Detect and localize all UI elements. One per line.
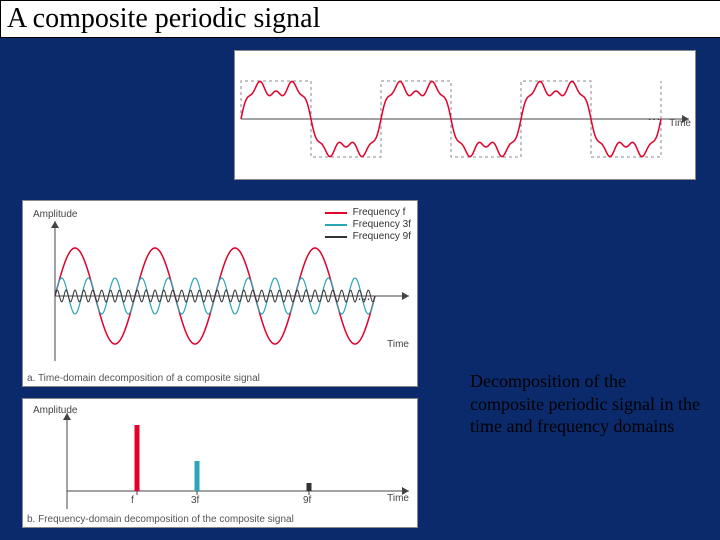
- legend-label: Frequency f: [353, 207, 406, 218]
- description-text: Decomposition of the composite periodic …: [470, 370, 700, 438]
- ellipsis: …: [647, 107, 661, 123]
- composite-signal-panel: … Time: [234, 50, 696, 180]
- page-title: A composite periodic signal: [7, 3, 715, 35]
- legend-label: Frequency 3f: [353, 219, 411, 230]
- x-axis-label: Time: [387, 339, 409, 350]
- legend-row: Frequency 3f: [325, 219, 411, 230]
- legend-swatch: [325, 212, 347, 214]
- composite-signal-plot: [235, 51, 695, 179]
- ellipsis: …: [357, 287, 371, 303]
- x-axis-label: Time: [387, 493, 409, 504]
- legend-swatch: [325, 236, 347, 238]
- frequency-domain-plot: [23, 399, 417, 527]
- y-axis-label: Amplitude: [33, 405, 77, 416]
- frequency-domain-panel: Amplitude Time b. Frequency-domain decom…: [22, 398, 418, 528]
- time-domain-panel: Amplitude Time … Frequency fFrequency 3f…: [22, 200, 418, 387]
- y-axis-label: Amplitude: [33, 209, 77, 220]
- x-axis-label: Time: [669, 118, 691, 129]
- legend-swatch: [325, 224, 347, 226]
- tick-label: 3f: [191, 495, 199, 506]
- panel-caption: b. Frequency-domain decomposition of the…: [27, 514, 294, 525]
- legend-label: Frequency 9f: [353, 231, 411, 242]
- title-bar: A composite periodic signal: [0, 0, 720, 38]
- legend: Frequency fFrequency 3fFrequency 9f: [325, 207, 411, 243]
- legend-row: Frequency 9f: [325, 231, 411, 242]
- tick-label: f: [131, 495, 134, 506]
- legend-row: Frequency f: [325, 207, 411, 218]
- panel-caption: a. Time-domain decomposition of a compos…: [27, 373, 260, 384]
- tick-label: 9f: [303, 495, 311, 506]
